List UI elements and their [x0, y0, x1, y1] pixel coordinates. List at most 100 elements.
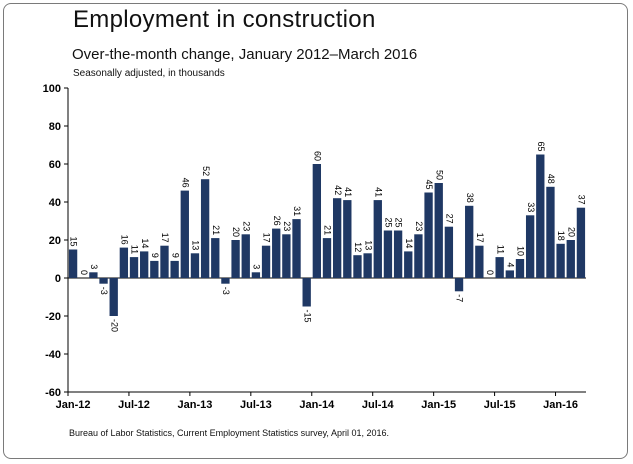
bar — [515, 259, 525, 278]
bar — [170, 260, 179, 278]
bar — [536, 154, 545, 278]
y-tick-label: 80 — [49, 121, 61, 133]
x-tick-label: Jan-12 — [56, 399, 91, 411]
bar — [475, 245, 484, 278]
bar — [353, 255, 362, 278]
y-tick-label: 60 — [49, 159, 61, 171]
data-label: 45 — [424, 179, 434, 189]
data-label: 26 — [272, 216, 282, 226]
bar — [312, 164, 322, 278]
data-label: 23 — [414, 221, 424, 231]
bar — [68, 249, 78, 278]
bar — [241, 234, 250, 278]
bar — [292, 219, 301, 278]
bar — [221, 278, 230, 284]
data-label: 0 — [485, 270, 495, 275]
data-label: 4 — [505, 262, 515, 267]
bar — [556, 243, 565, 278]
data-label: 0 — [79, 270, 89, 275]
bar — [129, 257, 139, 278]
bar — [251, 272, 261, 278]
chart-title: Employment in construction — [73, 6, 376, 33]
bar — [444, 226, 454, 278]
data-label: -7 — [455, 294, 465, 302]
bar — [190, 253, 200, 278]
x-tick-label: Jan-15 — [421, 399, 456, 411]
bar — [322, 238, 332, 278]
data-label: 3 — [89, 264, 99, 269]
chart-source: Bureau of Labor Statistics, Current Empl… — [69, 428, 389, 438]
bar — [89, 272, 98, 278]
data-label: -3 — [221, 287, 231, 295]
data-label: 52 — [201, 166, 211, 176]
data-label: 3 — [252, 264, 262, 269]
bar — [525, 215, 535, 278]
data-label: 9 — [170, 253, 180, 258]
data-label: 21 — [323, 225, 333, 235]
bar — [393, 230, 403, 278]
data-label: 17 — [475, 233, 485, 243]
data-label: -20 — [109, 319, 119, 332]
bar — [302, 278, 311, 307]
bar — [282, 234, 291, 278]
data-label: 20 — [566, 227, 576, 237]
bar — [424, 192, 433, 278]
data-label: 33 — [526, 202, 536, 212]
bar — [576, 207, 586, 278]
bar — [546, 186, 555, 278]
bar — [261, 245, 271, 278]
data-label: 20 — [231, 227, 241, 237]
x-tick-label: Jan-16 — [543, 399, 578, 411]
bar — [495, 257, 504, 278]
data-label: 12 — [353, 242, 363, 252]
bar — [160, 245, 169, 278]
data-label: 48 — [546, 174, 556, 184]
data-label: 17 — [160, 233, 170, 243]
data-label: 31 — [292, 206, 302, 216]
data-label: 38 — [465, 193, 475, 203]
y-tick-label: -40 — [45, 349, 61, 361]
data-label: 11 — [130, 245, 140, 254]
y-tick-label: -60 — [45, 387, 61, 399]
bar — [363, 253, 372, 278]
bar — [465, 205, 474, 278]
bar — [566, 240, 575, 278]
bar — [434, 183, 443, 278]
x-tick-label: Jul-14 — [362, 399, 395, 411]
x-tick-label: Jul-15 — [484, 399, 516, 411]
bar — [211, 238, 220, 278]
data-label: 25 — [394, 217, 404, 227]
y-tick-label: 0 — [55, 273, 61, 285]
chart-note: Seasonally adjusted, in thousands — [73, 68, 225, 79]
data-label: 46 — [180, 178, 190, 188]
x-tick-label: Jan-14 — [299, 399, 335, 411]
bar — [272, 228, 281, 278]
bar — [200, 179, 210, 278]
x-tick-label: Jul-12 — [118, 399, 150, 411]
data-label: 27 — [445, 214, 455, 224]
data-label: 41 — [343, 187, 353, 197]
bar — [505, 270, 514, 278]
data-label: 9 — [150, 253, 160, 258]
data-label: 17 — [262, 233, 272, 243]
data-label: 60 — [312, 151, 322, 161]
bar — [150, 260, 159, 278]
data-label: 23 — [241, 221, 251, 231]
bar — [343, 200, 352, 278]
data-label: 37 — [577, 195, 587, 205]
bar — [99, 278, 108, 284]
y-tick-label: 20 — [49, 235, 61, 247]
data-label: -3 — [99, 287, 109, 295]
bar — [383, 230, 393, 278]
bar — [109, 278, 118, 316]
bar — [140, 251, 149, 278]
data-label: 50 — [434, 170, 444, 180]
data-label: 13 — [363, 240, 373, 250]
bar — [332, 198, 342, 278]
bar — [180, 190, 189, 278]
x-tick-label: Jul-13 — [240, 399, 272, 411]
data-label: 13 — [191, 240, 201, 250]
bar — [373, 200, 382, 278]
data-label: 14 — [404, 238, 414, 248]
data-label: 15 — [69, 236, 79, 246]
